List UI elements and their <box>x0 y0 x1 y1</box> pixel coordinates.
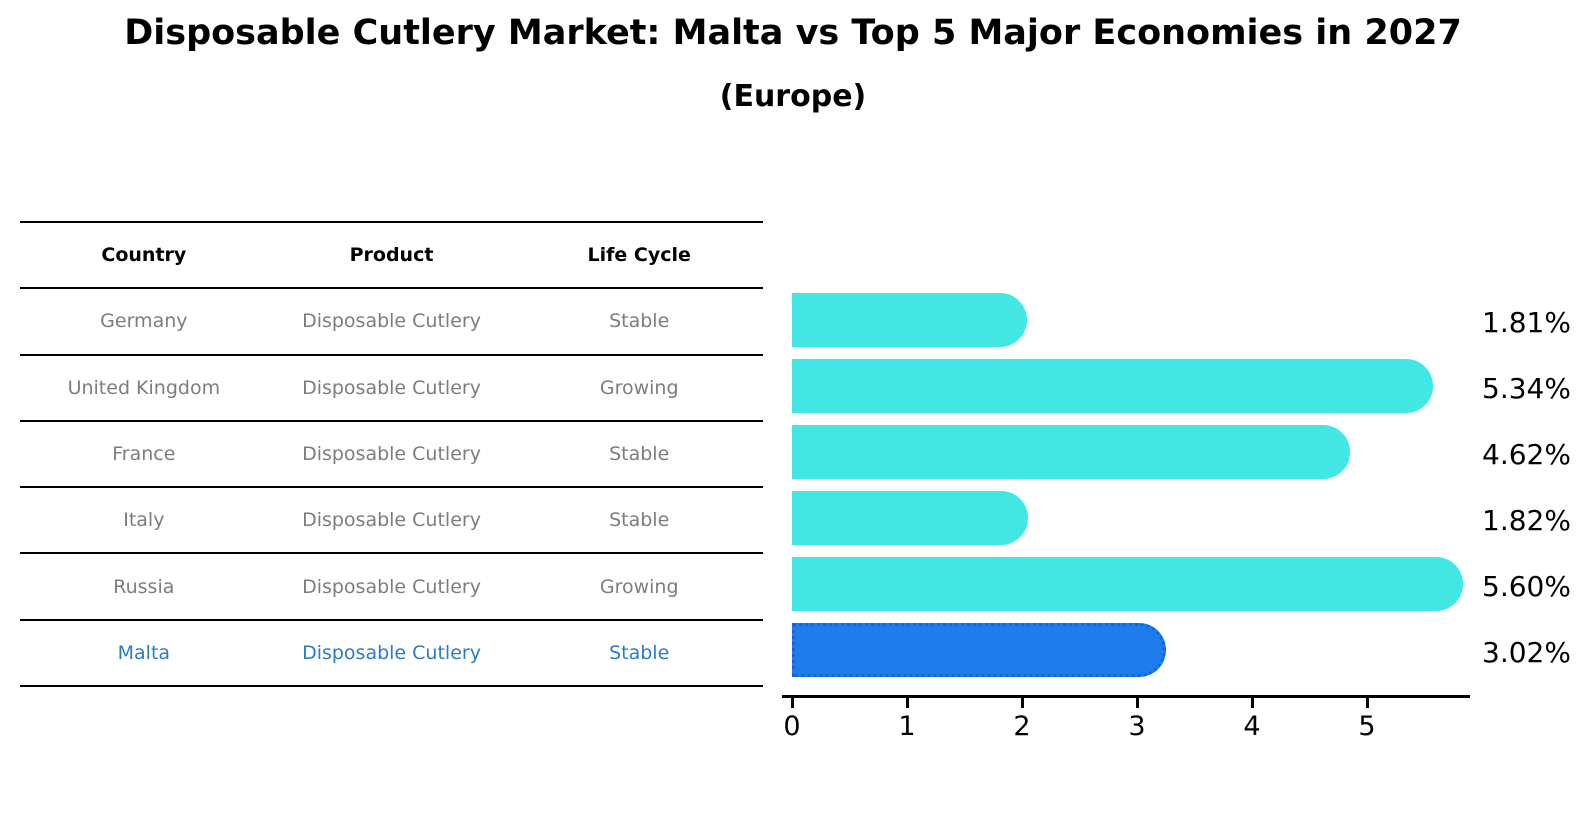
bar-germany <box>792 293 1027 347</box>
table-cell-life-cycle: Stable <box>609 509 670 532</box>
table-cell-product: Disposable Cutlery <box>302 310 481 333</box>
bar-value-label: 5.60% <box>1482 570 1571 603</box>
table-cell-product: Disposable Cutlery <box>302 376 481 399</box>
bar-france <box>792 425 1350 479</box>
bar-value-label: 4.62% <box>1482 438 1571 471</box>
table-header-row: Country Product Life Cycle <box>20 223 763 290</box>
table-row: Russia Disposable Cutlery Growing <box>20 554 763 621</box>
axis-tick <box>905 695 909 708</box>
tick-label: 1 <box>898 711 916 742</box>
data-table: Country Product Life Cycle Germany Disposabl… <box>20 221 763 688</box>
bar-russia <box>792 557 1463 611</box>
column-header: Life Cycle <box>587 244 691 267</box>
bar-chart: 1.81% 5.34% 4.62% 1.82% 5.60% 3.02% 0 1 2 3 4 5 <box>782 280 1586 780</box>
axis-tick <box>1020 695 1024 708</box>
bar-value-label: 3.02% <box>1482 636 1571 669</box>
axis-tick <box>1135 695 1139 708</box>
column-header: Product <box>349 244 434 267</box>
table-row: Germany Disposable Cutlery Stable <box>20 289 763 356</box>
axis-tick <box>1365 695 1369 708</box>
tick-label: 4 <box>1243 711 1261 742</box>
table-cell-product: Disposable Cutlery <box>302 509 481 532</box>
table-cell-country: Italy <box>123 509 165 532</box>
table-cell-product: Disposable Cutlery <box>302 575 481 598</box>
tick-label: 0 <box>783 711 801 742</box>
bar-united-kingdom <box>792 359 1433 413</box>
table-cell-product: Disposable Cutlery <box>302 443 481 466</box>
x-axis <box>782 695 1470 698</box>
page-subtitle: (Europe) <box>719 79 867 114</box>
bar-italy <box>792 491 1028 545</box>
column-header: Country <box>101 244 187 267</box>
tick-label: 5 <box>1358 711 1376 742</box>
table-cell-country: Russia <box>113 575 175 598</box>
page-title: Disposable Cutlery Market: Malta vs Top … <box>124 13 1462 53</box>
bar-value-label: 1.82% <box>1482 504 1571 537</box>
bar-highlight-malta <box>792 623 1166 677</box>
table-cell-life-cycle: Stable <box>609 443 670 466</box>
table-cell-country: United Kingdom <box>67 376 221 399</box>
bar-value-label: 1.81% <box>1482 306 1571 339</box>
table-row: Italy Disposable Cutlery Stable <box>20 488 763 555</box>
table-cell-life-cycle: Stable <box>609 641 670 664</box>
table-cell-country: Germany <box>100 310 188 333</box>
table-cell-country: Malta <box>117 641 171 664</box>
table-cell-life-cycle: Stable <box>609 310 670 333</box>
table-row: France Disposable Cutlery Stable <box>20 422 763 489</box>
tick-label: 2 <box>1013 711 1031 742</box>
bar-value-label: 5.34% <box>1482 372 1571 405</box>
table-row: Malta Disposable Cutlery Stable <box>20 621 763 688</box>
table-cell-country: France <box>112 443 176 466</box>
table-cell-life-cycle: Growing <box>599 376 679 399</box>
table-cell-product: Disposable Cutlery <box>302 641 481 664</box>
table-cell-life-cycle: Growing <box>599 575 679 598</box>
axis-tick <box>1250 695 1254 708</box>
table-row: United Kingdom Disposable Cutlery Growing <box>20 356 763 422</box>
axis-tick <box>790 695 794 708</box>
tick-label: 3 <box>1128 711 1146 742</box>
